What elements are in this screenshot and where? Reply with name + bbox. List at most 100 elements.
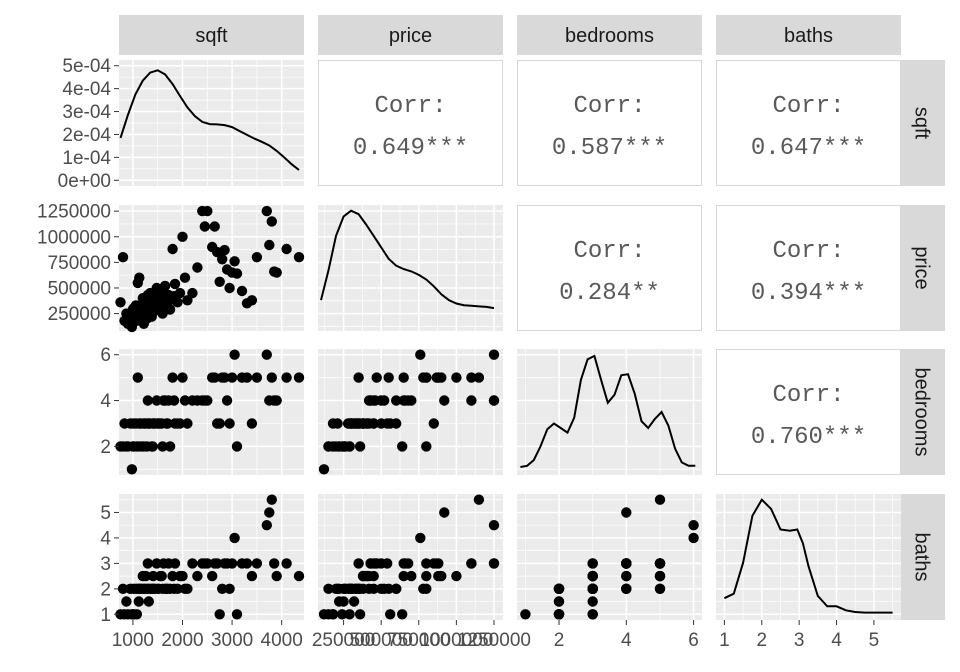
point bbox=[251, 252, 263, 263]
point bbox=[553, 609, 565, 620]
point bbox=[219, 244, 230, 256]
point bbox=[421, 558, 432, 569]
strip-row-label-price: price bbox=[911, 246, 933, 289]
point bbox=[520, 609, 531, 620]
point bbox=[397, 441, 408, 452]
point bbox=[382, 558, 393, 569]
point bbox=[271, 395, 282, 406]
point bbox=[271, 570, 282, 582]
y-tick-label: 750000 bbox=[48, 253, 111, 274]
point bbox=[344, 583, 355, 594]
point bbox=[174, 287, 186, 299]
point bbox=[344, 609, 355, 620]
strip-row-baths bbox=[900, 494, 945, 620]
point bbox=[147, 441, 158, 452]
panel-price-sqft bbox=[115, 205, 305, 333]
x-tick-label: 4 bbox=[831, 630, 842, 651]
y-tick-label: 250000 bbox=[48, 304, 111, 325]
point bbox=[207, 570, 218, 582]
panel-bedrooms-price bbox=[318, 349, 503, 475]
point bbox=[231, 441, 243, 452]
panel-bg bbox=[318, 494, 503, 620]
point bbox=[162, 418, 173, 429]
point bbox=[224, 282, 235, 294]
x-tick-label: 250000 bbox=[312, 630, 375, 651]
point bbox=[231, 268, 243, 279]
point bbox=[143, 596, 154, 607]
point bbox=[214, 609, 225, 620]
point bbox=[421, 570, 432, 582]
point bbox=[209, 221, 220, 232]
point bbox=[214, 418, 225, 429]
corr-value: 0.760*** bbox=[751, 424, 866, 451]
point bbox=[415, 349, 426, 360]
point bbox=[251, 372, 263, 383]
point bbox=[264, 239, 275, 251]
density-line-sqft bbox=[119, 69, 300, 171]
point bbox=[688, 532, 699, 544]
point bbox=[353, 372, 364, 383]
corr-value: 0.647*** bbox=[751, 135, 866, 162]
panel-baths-sqft bbox=[115, 494, 305, 620]
point bbox=[172, 297, 183, 308]
panel-bedrooms-sqft bbox=[115, 349, 305, 475]
point bbox=[654, 583, 666, 594]
point bbox=[587, 583, 598, 594]
strip-col-label-baths: baths bbox=[784, 25, 833, 47]
point bbox=[368, 570, 379, 582]
corr-panel-bg bbox=[517, 205, 702, 331]
point bbox=[174, 418, 186, 429]
point bbox=[261, 349, 272, 360]
point bbox=[332, 418, 343, 429]
y-tick-label: 6 bbox=[100, 345, 111, 366]
point bbox=[281, 372, 292, 383]
point bbox=[344, 441, 355, 452]
strip-row-sqft bbox=[900, 60, 945, 186]
x-tick-label: 4000 bbox=[261, 630, 303, 651]
point bbox=[357, 583, 369, 594]
panel-sqft-sqft bbox=[119, 60, 304, 186]
point bbox=[187, 558, 198, 569]
point bbox=[167, 243, 178, 255]
point bbox=[261, 520, 272, 531]
point bbox=[323, 583, 334, 594]
point bbox=[164, 304, 176, 315]
point bbox=[357, 418, 369, 429]
point bbox=[433, 372, 444, 383]
point bbox=[226, 372, 238, 383]
x-tick-label: 3000 bbox=[211, 630, 253, 651]
density-line-bedrooms bbox=[520, 354, 696, 468]
point bbox=[421, 372, 432, 383]
x-tick-label: 1000000 bbox=[419, 630, 493, 651]
point bbox=[202, 205, 213, 217]
point bbox=[241, 372, 253, 383]
point bbox=[428, 418, 439, 429]
point bbox=[488, 558, 500, 569]
point bbox=[179, 272, 191, 283]
point bbox=[199, 221, 210, 232]
corr-panel-bg bbox=[716, 60, 901, 186]
point bbox=[436, 570, 447, 582]
point bbox=[169, 278, 181, 290]
point bbox=[466, 558, 477, 569]
point bbox=[654, 570, 666, 582]
point bbox=[159, 280, 171, 292]
point bbox=[246, 570, 258, 582]
panel-bg bbox=[318, 349, 503, 475]
point bbox=[473, 494, 485, 505]
point bbox=[229, 349, 240, 360]
point bbox=[397, 609, 408, 620]
corr-panel-bg bbox=[517, 60, 702, 186]
point bbox=[383, 372, 394, 383]
y-tick-label: 2 bbox=[100, 579, 111, 600]
row-strips: sqft price bedrooms baths bbox=[900, 60, 945, 620]
x-tick-label: 1000 bbox=[112, 630, 154, 651]
y-tick-label: 500000 bbox=[48, 278, 111, 299]
corr-value: 0.284** bbox=[559, 280, 660, 307]
point bbox=[226, 558, 238, 569]
panel-bg bbox=[517, 494, 702, 620]
point bbox=[172, 583, 183, 594]
x-tick-label: 6 bbox=[688, 630, 699, 651]
x-tick-label: 750000 bbox=[387, 630, 450, 651]
x-tick-label: 5 bbox=[869, 630, 880, 651]
